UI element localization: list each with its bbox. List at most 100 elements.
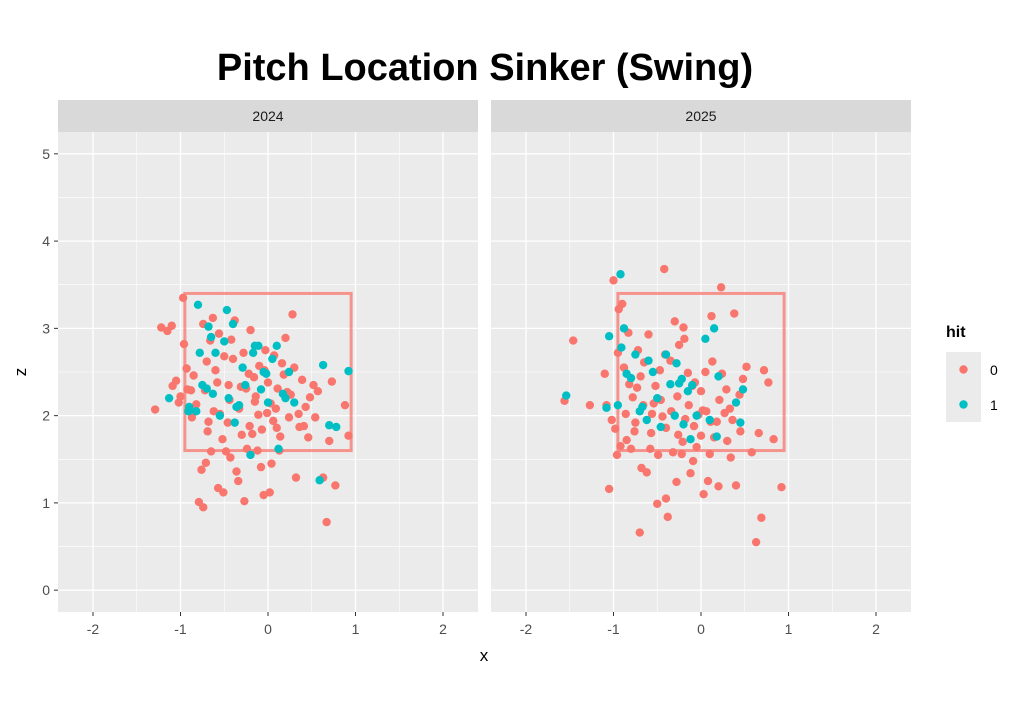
- data-point: [683, 387, 693, 396]
- data-point: [736, 427, 745, 436]
- data-point: [327, 377, 337, 386]
- data-point: [726, 453, 735, 462]
- legend: hit 0 1: [946, 324, 998, 422]
- data-point: [340, 400, 350, 410]
- data-point: [294, 409, 303, 419]
- data-point: [731, 398, 741, 407]
- data-point: [215, 411, 225, 420]
- data-point: [189, 371, 198, 380]
- data-point: [222, 305, 232, 315]
- data-point: [696, 431, 706, 440]
- data-point: [220, 337, 229, 346]
- data-point: [646, 428, 656, 438]
- data-point: [626, 444, 636, 453]
- data-point: [224, 380, 233, 390]
- y-axis: 0 1 2 3 4 5: [42, 146, 58, 598]
- data-point: [738, 374, 748, 384]
- data-point: [203, 427, 212, 436]
- x-tick-label: -2: [87, 621, 100, 637]
- data-point: [612, 450, 622, 460]
- data-point: [276, 432, 285, 441]
- data-point: [658, 412, 667, 421]
- data-point: [692, 411, 701, 420]
- data-point: [769, 435, 778, 444]
- data-point: [619, 324, 629, 333]
- data-point: [642, 415, 651, 425]
- data-point: [261, 345, 270, 355]
- data-point: [617, 343, 626, 352]
- data-point: [701, 334, 710, 344]
- data-point: [254, 410, 263, 419]
- data-point: [197, 465, 206, 474]
- y-tick-label: 4: [42, 233, 50, 249]
- data-point: [703, 476, 713, 486]
- data-point: [648, 367, 658, 377]
- data-point: [150, 405, 160, 414]
- data-point: [192, 400, 201, 409]
- strike-zone: [616, 291, 786, 453]
- data-point: [195, 348, 204, 357]
- data-point: [256, 385, 266, 394]
- data-point: [616, 270, 625, 279]
- legend-title: hit: [946, 324, 966, 341]
- data-point: [677, 374, 686, 384]
- data-point: [305, 393, 315, 402]
- data-point: [234, 476, 243, 486]
- y-tick-label: 0: [42, 582, 50, 598]
- data-point: [764, 378, 773, 387]
- data-point: [728, 415, 737, 425]
- x-tick-label: 2: [872, 621, 880, 637]
- data-point: [644, 330, 653, 339]
- y-tick-label: 3: [42, 320, 50, 336]
- data-point: [311, 413, 320, 422]
- data-point: [232, 467, 241, 476]
- data-point: [630, 427, 639, 436]
- data-point: [182, 364, 191, 373]
- data-point: [256, 462, 266, 472]
- data-point: [678, 437, 687, 447]
- data-point: [297, 375, 307, 385]
- data-point: [192, 407, 201, 416]
- data-point: [288, 310, 297, 319]
- data-point: [621, 409, 630, 419]
- data-point: [322, 517, 331, 527]
- data-point: [686, 469, 695, 478]
- data-point: [604, 332, 614, 341]
- data-point: [747, 448, 756, 457]
- data-point: [204, 417, 213, 426]
- data-point: [670, 411, 679, 420]
- data-point: [684, 400, 693, 410]
- data-point: [248, 429, 257, 439]
- data-point: [167, 321, 176, 330]
- data-point: [284, 367, 294, 377]
- panel-2024: 2024 -2 -1 0 1 2: [58, 100, 478, 637]
- data-point: [227, 335, 236, 344]
- data-point: [679, 323, 688, 332]
- data-point: [206, 332, 216, 342]
- data-point: [759, 366, 769, 375]
- data-point: [277, 359, 287, 368]
- data-point: [344, 431, 353, 440]
- data-point: [661, 494, 671, 503]
- data-point: [185, 402, 194, 412]
- data-point: [668, 448, 678, 457]
- data-point: [249, 373, 259, 382]
- data-point: [707, 311, 716, 321]
- data-point: [309, 380, 318, 390]
- data-point: [253, 446, 262, 455]
- data-point: [674, 340, 684, 350]
- data-point: [248, 348, 258, 357]
- data-point: [631, 350, 640, 359]
- data-point: [626, 373, 636, 383]
- data-point: [607, 415, 616, 425]
- x-tick-label: 0: [697, 621, 705, 637]
- data-point: [688, 380, 697, 390]
- data-point: [674, 430, 683, 440]
- data-point: [344, 366, 353, 376]
- data-point: [313, 387, 323, 396]
- data-point: [263, 378, 273, 387]
- data-point: [223, 418, 232, 427]
- data-point: [304, 433, 313, 442]
- data-point: [267, 459, 276, 468]
